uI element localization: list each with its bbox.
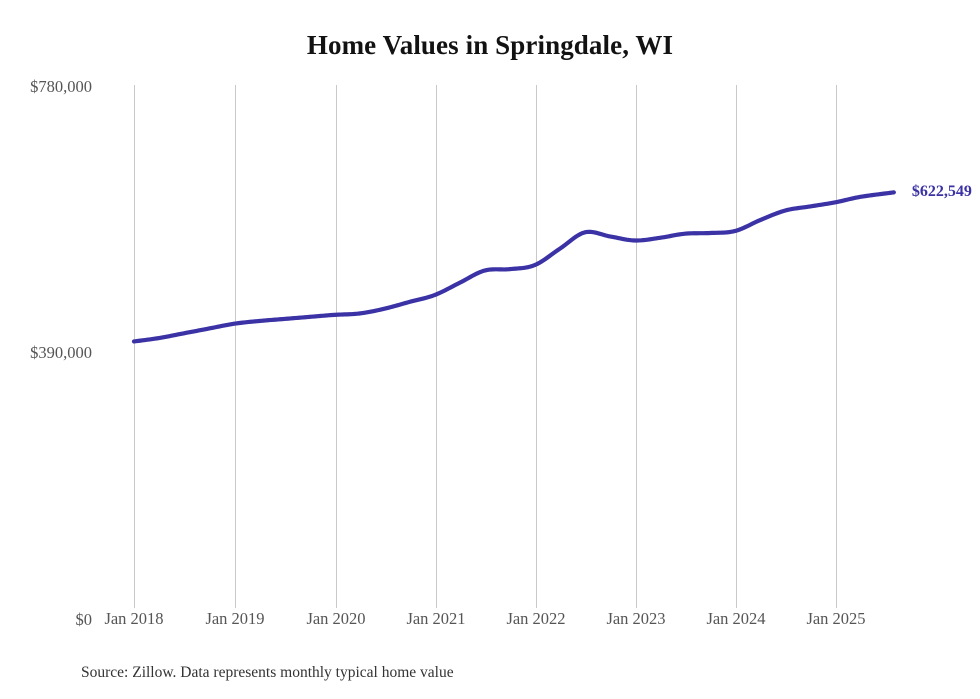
y-axis-tick-label-0: $0 [75,610,93,629]
gridline-jan-2018 [134,85,135,608]
source-footnote: Source: Zillow. Data represents monthly … [81,664,454,681]
end-value-annotation: $622,549 [911,183,972,201]
gridline-jan-2023 [636,85,637,608]
y-axis-tick-label-780000: $780,000 [30,77,92,96]
x-axis-tick-label-jan-2022: Jan 2022 [506,609,566,628]
gridline-jan-2021 [436,85,437,608]
x-axis-tick-label-jan-2018: Jan 2018 [104,609,164,628]
x-axis-tick-label-jan-2025: Jan 2025 [806,609,866,628]
x-axis-tick-label-jan-2023: Jan 2023 [606,609,666,628]
y-axis-tick-label-390000: $390,000 [30,343,92,362]
gridline-jan-2024 [736,85,737,608]
gridline-jan-2022 [536,85,537,608]
page-title: Home Values in Springdale, WI [306,30,674,60]
x-axis-tick-label-jan-2024: Jan 2024 [706,609,766,628]
x-axis-tick-label-jan-2020: Jan 2020 [306,609,366,628]
plot-area [134,85,870,617]
gridline-jan-2019 [235,85,236,608]
gridline-jan-2025 [836,85,837,608]
x-axis-tick-label-jan-2019: Jan 2019 [205,609,265,628]
gridline-jan-2020 [336,85,337,608]
x-axis-tick-label-jan-2021: Jan 2021 [406,609,466,628]
